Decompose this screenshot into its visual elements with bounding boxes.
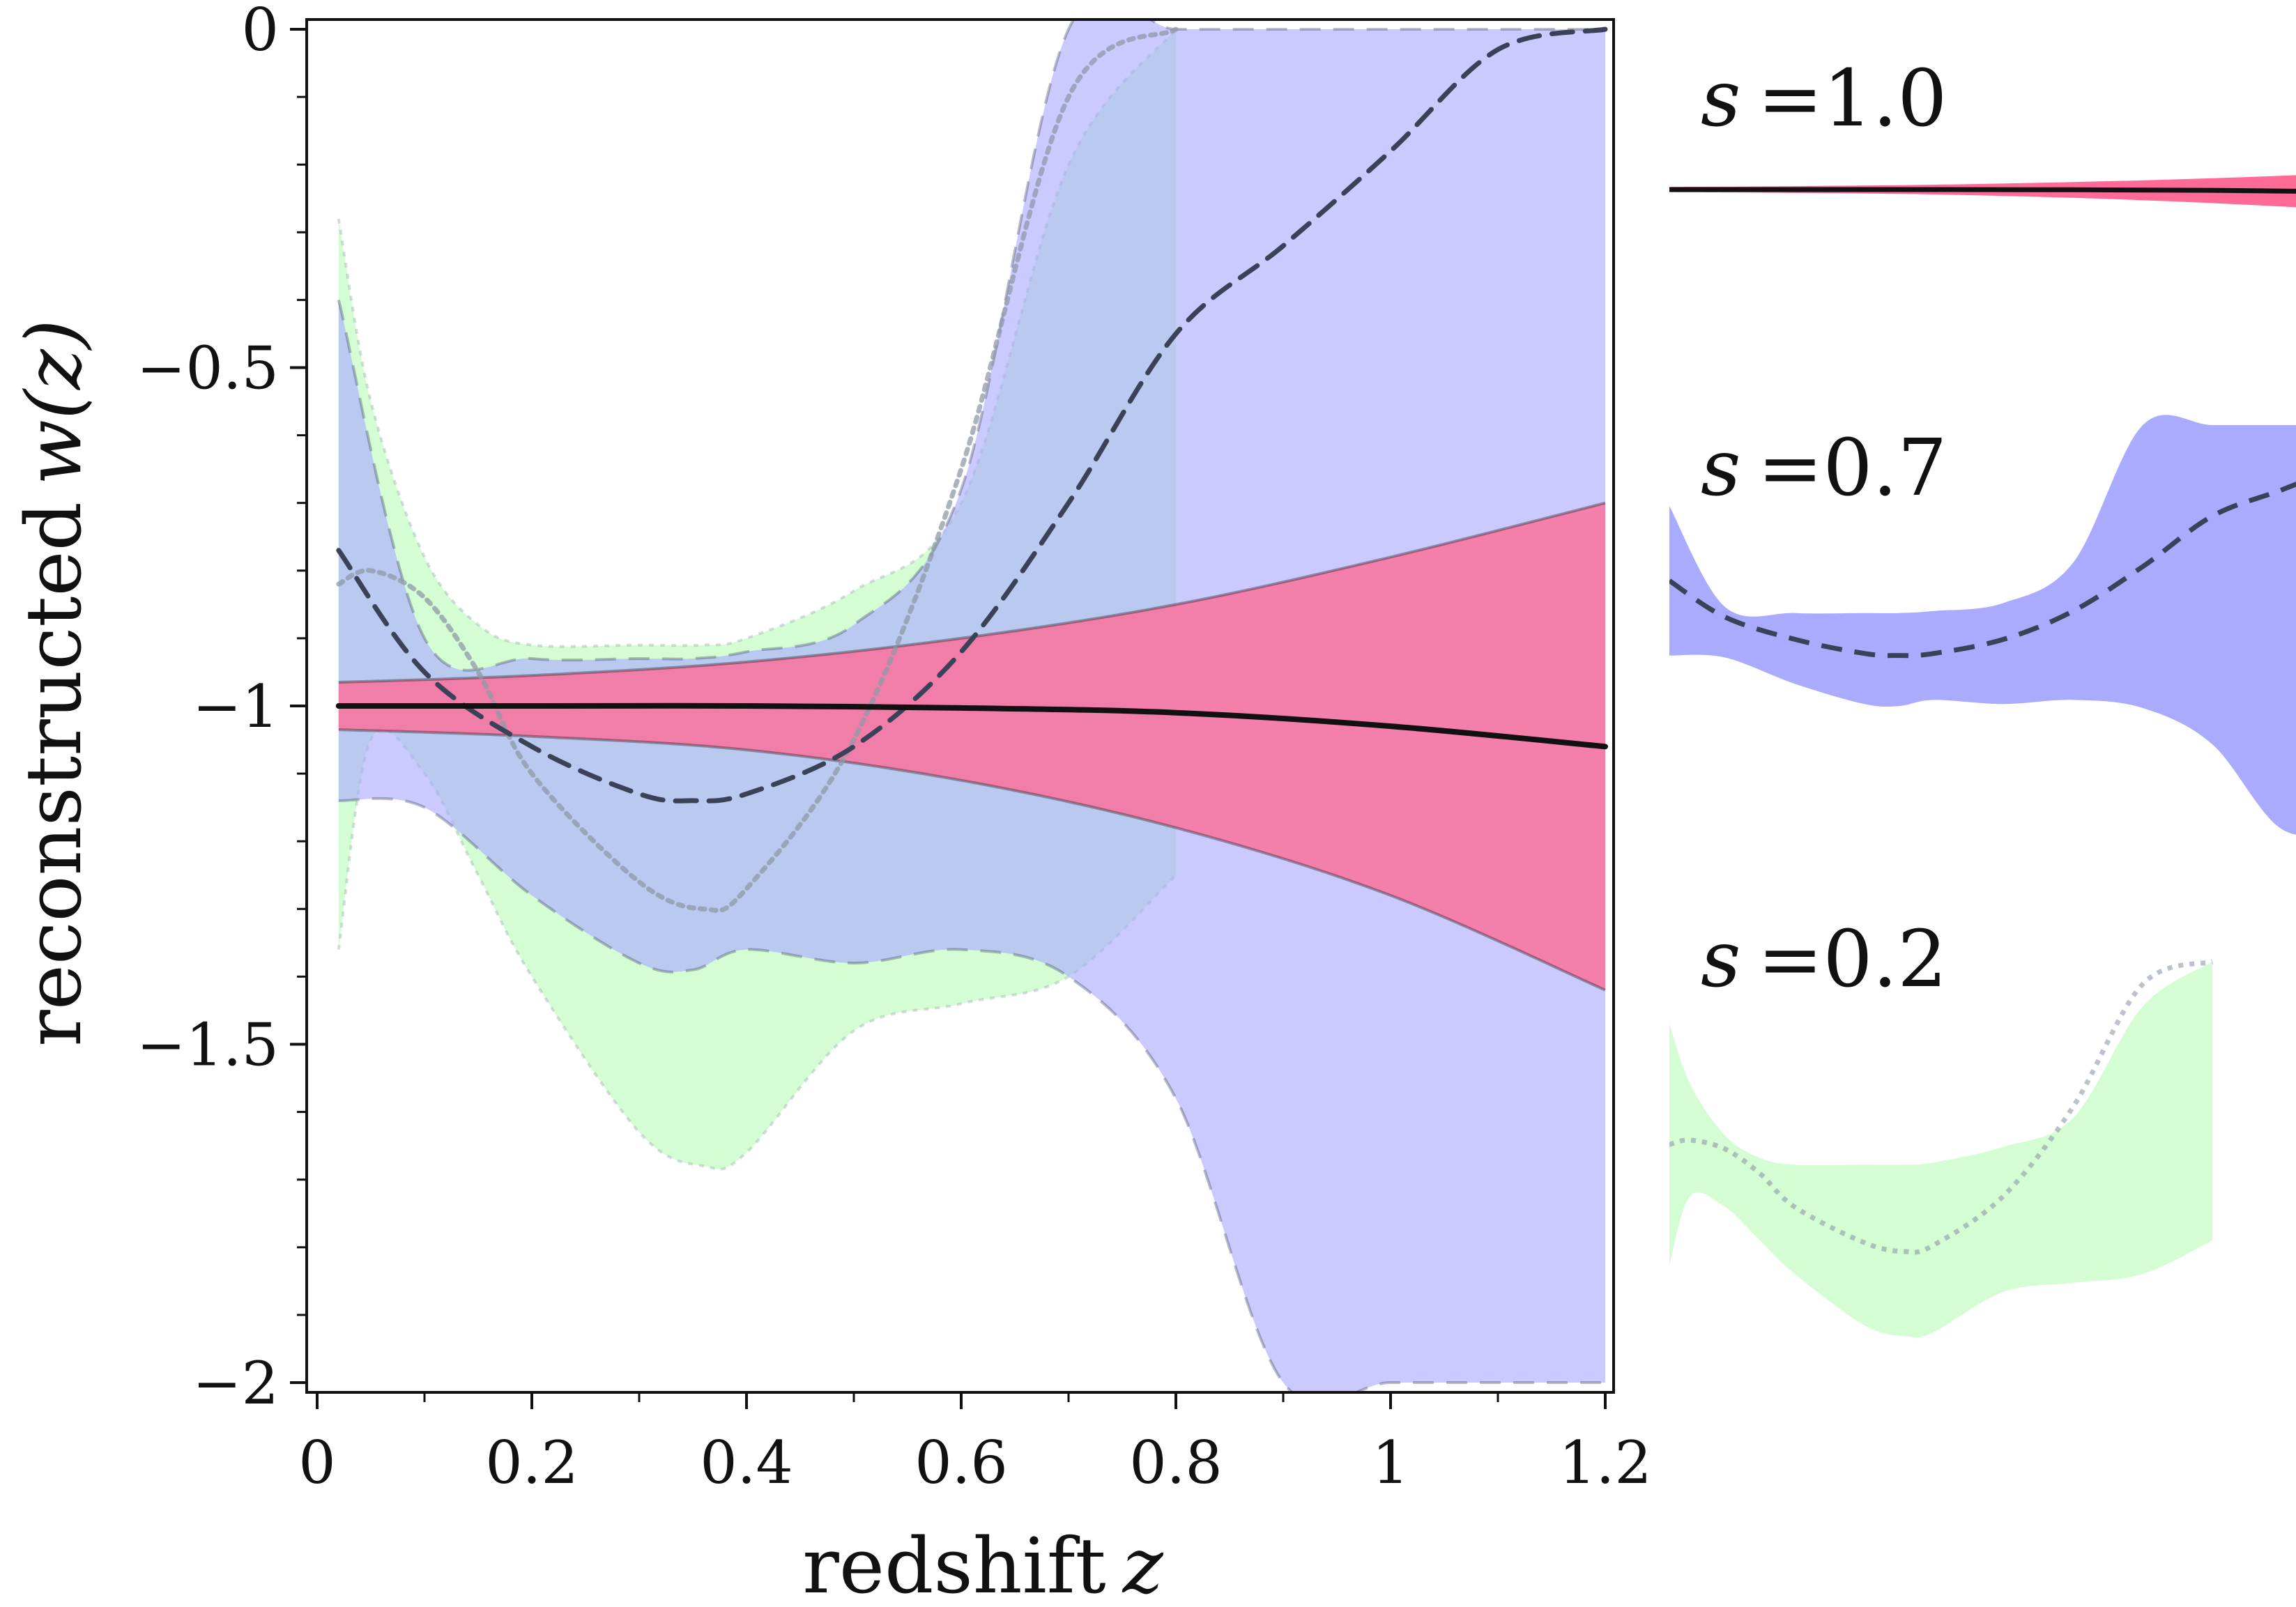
plot-area bbox=[335, 20, 1608, 1392]
axis-ticks: 0 0.2 0.4 0.6 0.8 1 1.2 0 −0.5 −1 −1.5 −2 bbox=[137, 0, 1652, 1497]
legend-line bbox=[1669, 482, 2296, 659]
legend-swatch bbox=[1669, 175, 2296, 208]
band-upper-edge bbox=[337, 28, 1177, 648]
legend-label: s =1.0 bbox=[1701, 54, 1947, 144]
mean-line bbox=[336, 26, 1608, 804]
x-tick-label: 0.2 bbox=[485, 1429, 579, 1497]
y-tick-label: −2 bbox=[192, 1349, 279, 1417]
band-lower-edge bbox=[338, 797, 1605, 1392]
legend-label: s =0.2 bbox=[1701, 914, 1947, 1005]
legend-band bbox=[1669, 415, 2296, 835]
legend-line bbox=[1669, 187, 2296, 194]
x-tick-label: 1 bbox=[1372, 1429, 1409, 1497]
legend-label: s =0.7 bbox=[1701, 423, 1947, 514]
x-tick-label: 0 bbox=[298, 1429, 335, 1497]
legend-item: s =1.0 bbox=[1669, 54, 2296, 208]
legend-item: s =0.7 bbox=[1669, 415, 2296, 835]
legend: s =1.0 s =0.7 s =0.2 bbox=[1669, 54, 2296, 1338]
x-tick-label: 0.6 bbox=[914, 1429, 1008, 1497]
x-tick-label: 0.8 bbox=[1129, 1429, 1223, 1497]
mean-line bbox=[336, 26, 1179, 913]
y-tick-label: −1.5 bbox=[137, 1011, 279, 1079]
y-tick-label: −1 bbox=[192, 672, 279, 741]
band-upper-edge bbox=[338, 501, 1606, 684]
legend-item: s =0.2 bbox=[1669, 914, 2214, 1338]
band-upper-edge bbox=[337, 20, 1605, 672]
legend-swatch bbox=[1669, 415, 2296, 835]
band-s10 bbox=[338, 502, 1605, 990]
y-tick-label: −0.5 bbox=[137, 335, 279, 403]
band-lower-edge bbox=[338, 728, 1606, 992]
x-tick-label: 0.4 bbox=[700, 1429, 793, 1497]
legend-band bbox=[1669, 175, 2296, 208]
x-axis-title: redshift z bbox=[802, 1521, 1164, 1607]
mean-line bbox=[335, 702, 1608, 750]
legend-band bbox=[1669, 962, 2213, 1338]
y-axis-title: reconstructedw(z) bbox=[9, 319, 98, 1047]
legend-swatch bbox=[1669, 959, 2214, 1338]
x-tick-label: 1.2 bbox=[1559, 1429, 1652, 1497]
y-tick-label: 0 bbox=[242, 0, 279, 64]
